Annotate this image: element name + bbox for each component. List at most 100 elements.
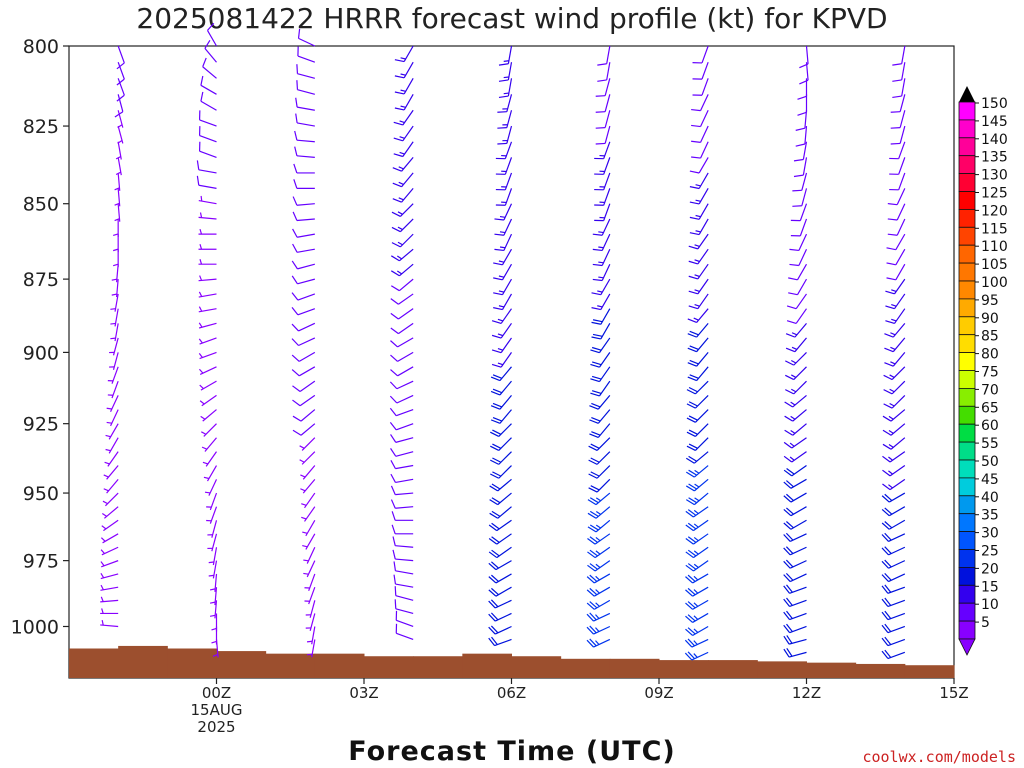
wind-barb	[590, 337, 611, 354]
wind-barb	[687, 366, 709, 382]
wind-barb	[391, 203, 414, 217]
colorbar-label: 150	[981, 96, 1008, 112]
wind-barb	[495, 172, 513, 191]
wind-barb	[390, 448, 414, 457]
wind-barb	[688, 233, 709, 250]
colorbar-label: 40	[981, 490, 999, 506]
wind-barb	[491, 337, 512, 354]
wind-barb	[112, 234, 119, 253]
wind-barb	[685, 478, 709, 492]
wind-barb	[198, 337, 217, 345]
wind-barb	[116, 62, 125, 86]
wind-barb	[488, 612, 512, 622]
wind-barb	[494, 233, 513, 252]
surface-block	[609, 658, 660, 678]
wind-barb	[497, 110, 513, 129]
wind-barb	[204, 40, 217, 63]
wind-barb	[592, 233, 611, 252]
wind-barb	[586, 599, 611, 610]
colorbar-swatch	[958, 244, 976, 264]
wind-barb	[883, 394, 906, 409]
wind-barb	[491, 322, 512, 339]
wind-barb	[588, 437, 611, 451]
wind-barb	[291, 322, 316, 332]
wind-barb	[110, 293, 119, 312]
surface-block	[314, 653, 365, 678]
wind-barb	[784, 394, 807, 408]
wind-barb	[590, 366, 611, 383]
wind-barb	[392, 549, 414, 562]
wind-barb	[296, 64, 315, 79]
wind-barb	[890, 110, 906, 129]
wind-barb	[788, 278, 808, 296]
wind-barb	[291, 260, 315, 270]
wind-barb	[206, 22, 218, 47]
wind-barb	[198, 275, 217, 282]
wind-barb	[884, 337, 906, 353]
wind-barb	[587, 519, 611, 533]
colorbar-label: 15	[981, 579, 999, 595]
wind-barb	[198, 366, 217, 375]
wind-barb	[881, 546, 906, 556]
colorbar-bottom-arrow	[958, 638, 976, 656]
wind-barbs	[100, 22, 906, 661]
wind-barb	[111, 264, 119, 283]
wind-barb	[114, 188, 121, 207]
wind-barb	[493, 278, 513, 296]
wind-barb	[198, 291, 217, 298]
wind-barb	[489, 478, 512, 492]
wind-barb	[686, 437, 709, 451]
wind-barb	[692, 62, 709, 80]
wind-barb	[783, 492, 807, 503]
wind-barb	[783, 635, 807, 645]
wind-barb	[881, 532, 906, 542]
wind-barb	[302, 533, 316, 550]
wind-barb	[100, 546, 119, 556]
wind-barb	[292, 228, 315, 238]
wind-barb	[889, 157, 906, 175]
colorbar-swatch	[958, 531, 976, 550]
wind-barb	[886, 263, 906, 281]
surface-block	[69, 648, 119, 678]
wind-barb	[293, 163, 315, 174]
wind-barb	[488, 533, 512, 545]
wind-barb	[685, 560, 709, 572]
colorbar-swatch	[958, 155, 976, 174]
wind-barb	[297, 46, 316, 63]
wind-barb	[595, 125, 611, 145]
wind-barb	[292, 211, 315, 222]
wind-barb	[882, 465, 906, 477]
wind-barb	[685, 492, 709, 506]
wind-barb	[597, 62, 611, 82]
wind-barb	[488, 560, 512, 571]
wind-barb	[198, 322, 217, 329]
colorbar-swatch	[958, 137, 976, 157]
wind-barb	[301, 492, 316, 509]
colorbar-swatch	[958, 495, 976, 515]
wind-barb	[389, 380, 414, 390]
wind-barb	[306, 639, 316, 658]
x-axis-label: Forecast Time (UTC)	[348, 736, 675, 767]
colorbar-label: 100	[981, 275, 1008, 291]
wind-barb	[783, 451, 807, 463]
wind-barb	[592, 218, 611, 236]
wind-barb	[595, 78, 611, 97]
wind-barb	[198, 110, 217, 127]
surface-block	[757, 661, 807, 678]
x-tick-label: 12Z	[792, 684, 821, 702]
colorbar-label: 70	[981, 382, 999, 398]
wind-barb	[198, 141, 217, 158]
wind-barb	[488, 625, 512, 635]
colorbar-swatch	[958, 208, 976, 228]
wind-barb	[392, 172, 414, 188]
wind-barb	[209, 587, 218, 606]
colorbar-swatch	[958, 620, 976, 640]
surface-block	[511, 656, 562, 678]
wind-barb	[100, 608, 119, 615]
wind-barb	[390, 473, 414, 484]
wind-barb	[393, 574, 414, 588]
wind-barb	[297, 28, 316, 47]
wind-barb	[689, 188, 709, 205]
colorbar-label: 35	[981, 508, 999, 524]
wind-barb	[789, 248, 808, 267]
